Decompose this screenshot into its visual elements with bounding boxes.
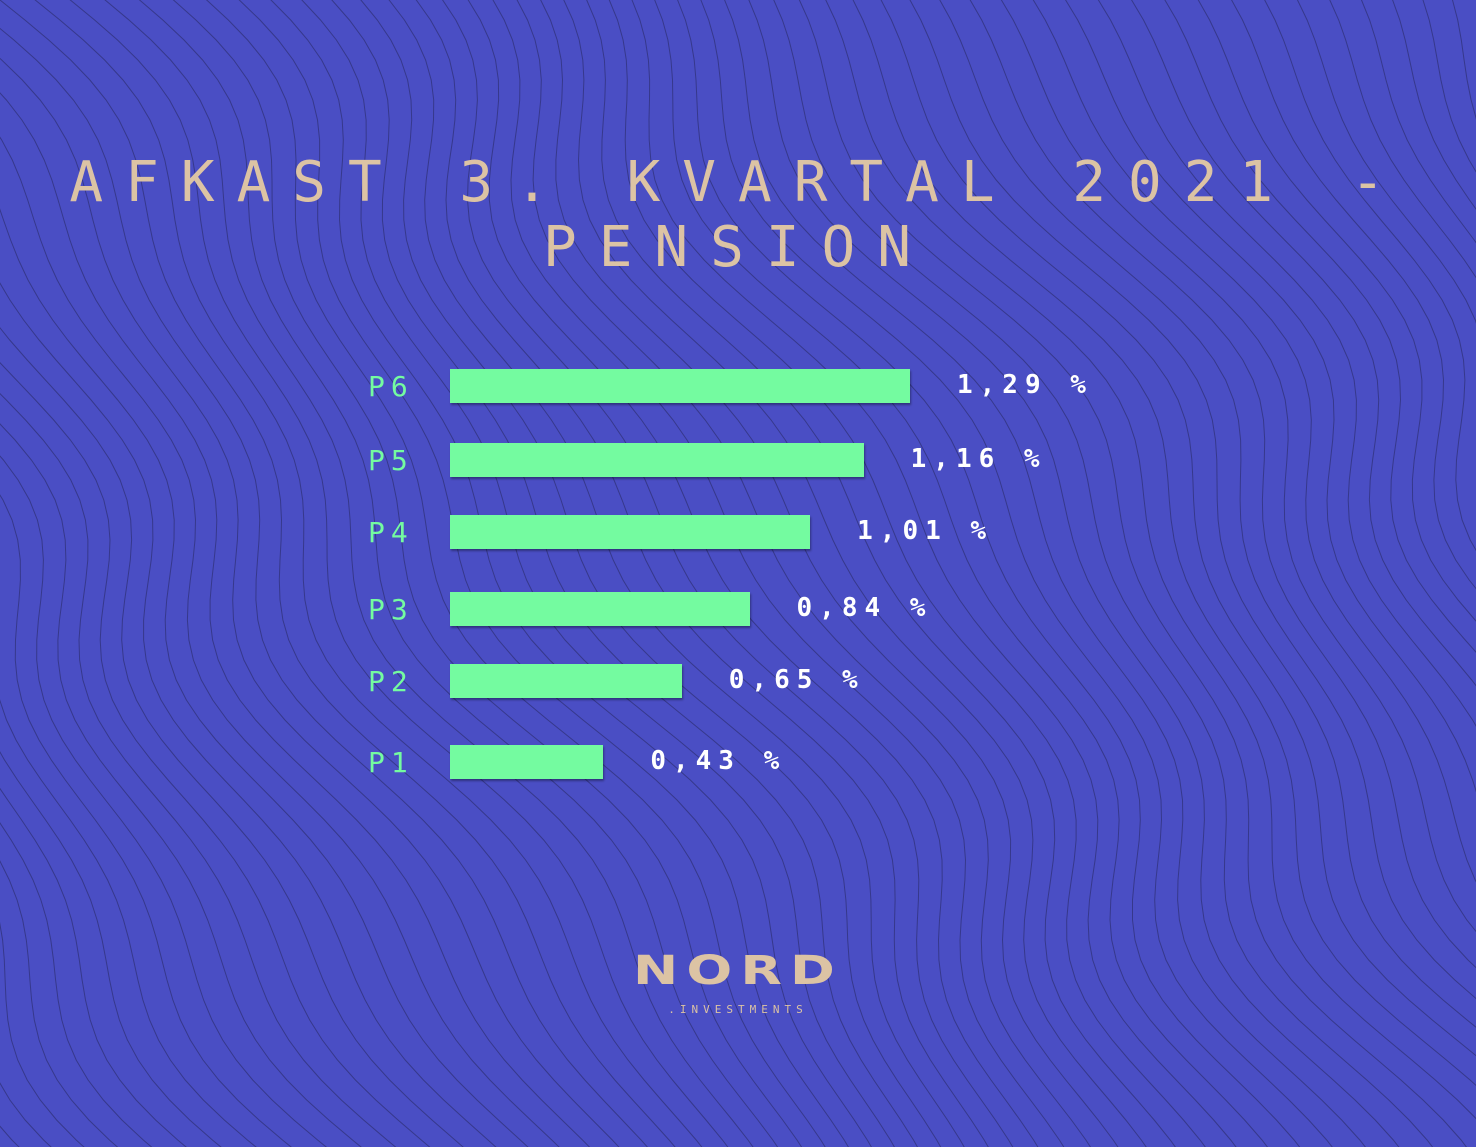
contour-line xyxy=(1097,0,1476,727)
contour-line xyxy=(415,0,989,1147)
contour-line xyxy=(0,282,497,1147)
contour-line xyxy=(654,0,1269,1147)
category-label: P6 xyxy=(368,370,414,403)
contour-line xyxy=(0,698,257,1147)
contour-line xyxy=(880,0,1476,1057)
contour-line xyxy=(0,136,560,1147)
contour-line xyxy=(909,0,1476,1028)
contour-line xyxy=(1000,0,1476,933)
contour-line xyxy=(939,0,1476,1000)
contour-line xyxy=(748,0,1400,1147)
contour-line xyxy=(205,0,826,1147)
value-label: 1,01 % xyxy=(857,516,994,546)
contour-line xyxy=(270,0,872,1147)
contour-line xyxy=(331,0,918,1147)
contour-line xyxy=(0,423,362,1147)
value-label: 1,16 % xyxy=(910,444,1047,474)
contour-line xyxy=(677,0,1301,1147)
contour-line xyxy=(104,0,754,1147)
value-label: 0,65 % xyxy=(728,665,865,695)
chart-title: AFKAST 3. KVARTAL 2021 - PENSION xyxy=(69,150,1407,280)
contour-line xyxy=(0,787,187,1147)
contour-line xyxy=(1392,0,1476,210)
contour-line xyxy=(0,392,397,1147)
contour-line xyxy=(1230,0,1476,590)
value-label: 0,84 % xyxy=(796,593,933,623)
contour-line xyxy=(1197,0,1476,622)
contour-line xyxy=(138,0,779,1147)
contour-line xyxy=(0,455,328,1147)
contour-line xyxy=(852,0,1476,1087)
contour-line xyxy=(969,0,1476,969)
contour-line xyxy=(586,0,1176,1147)
contour-line xyxy=(1064,0,1476,793)
contour-line xyxy=(0,751,222,1147)
contour-line xyxy=(238,0,849,1147)
contour-line xyxy=(492,0,1065,1147)
contour-line xyxy=(1296,0,1476,324)
contour-line xyxy=(798,0,1467,1147)
nord-logo-subtitle: .INVESTMENTS xyxy=(668,1003,808,1016)
bar xyxy=(450,443,864,477)
contour-line xyxy=(467,0,1039,1147)
contour-line xyxy=(0,27,648,1147)
contour-line xyxy=(0,362,431,1147)
contour-line xyxy=(1264,0,1476,552)
contour-line xyxy=(0,0,676,1147)
contour-line xyxy=(700,0,1333,1147)
contour-line xyxy=(441,0,1014,1147)
contour-line xyxy=(388,0,965,1147)
category-label: P4 xyxy=(368,516,414,549)
bar xyxy=(450,369,910,403)
contour-line xyxy=(724,0,1366,1147)
nord-logo: NORD xyxy=(633,948,843,994)
contour-line xyxy=(0,57,620,1147)
bar xyxy=(450,664,682,698)
contour-line xyxy=(69,0,729,1147)
contour-line xyxy=(0,92,591,1147)
bar xyxy=(450,745,604,779)
bar xyxy=(450,515,811,549)
bar xyxy=(450,592,750,626)
contour-line xyxy=(0,494,292,1147)
contour-line xyxy=(0,208,529,1147)
contour-line xyxy=(301,0,895,1147)
contour-line xyxy=(0,822,153,1147)
value-label: 0,43 % xyxy=(650,746,787,776)
contour-line xyxy=(0,327,464,1147)
value-label: 1,29 % xyxy=(957,370,1093,400)
contour-line xyxy=(34,0,703,1147)
contour-line xyxy=(516,0,1092,1147)
category-label: P1 xyxy=(368,746,414,779)
contour-line xyxy=(1130,0,1476,687)
contour-line xyxy=(1329,0,1476,279)
contour-line xyxy=(1360,0,1476,244)
category-label: P5 xyxy=(368,444,414,477)
contour-line xyxy=(0,860,119,1147)
contour-line xyxy=(1032,0,1476,883)
contour-line xyxy=(563,0,1147,1147)
category-label: P2 xyxy=(368,665,414,698)
contour-line xyxy=(773,0,1434,1147)
category-label: P3 xyxy=(368,593,414,626)
contour-line xyxy=(608,0,1206,1147)
contour-line xyxy=(0,921,85,1147)
contour-line xyxy=(825,0,1476,1120)
contour-line xyxy=(360,0,942,1147)
contour-line xyxy=(172,0,803,1147)
contour-line xyxy=(1164,0,1476,653)
contour-line xyxy=(631,0,1237,1147)
contour-line xyxy=(540,0,1119,1147)
